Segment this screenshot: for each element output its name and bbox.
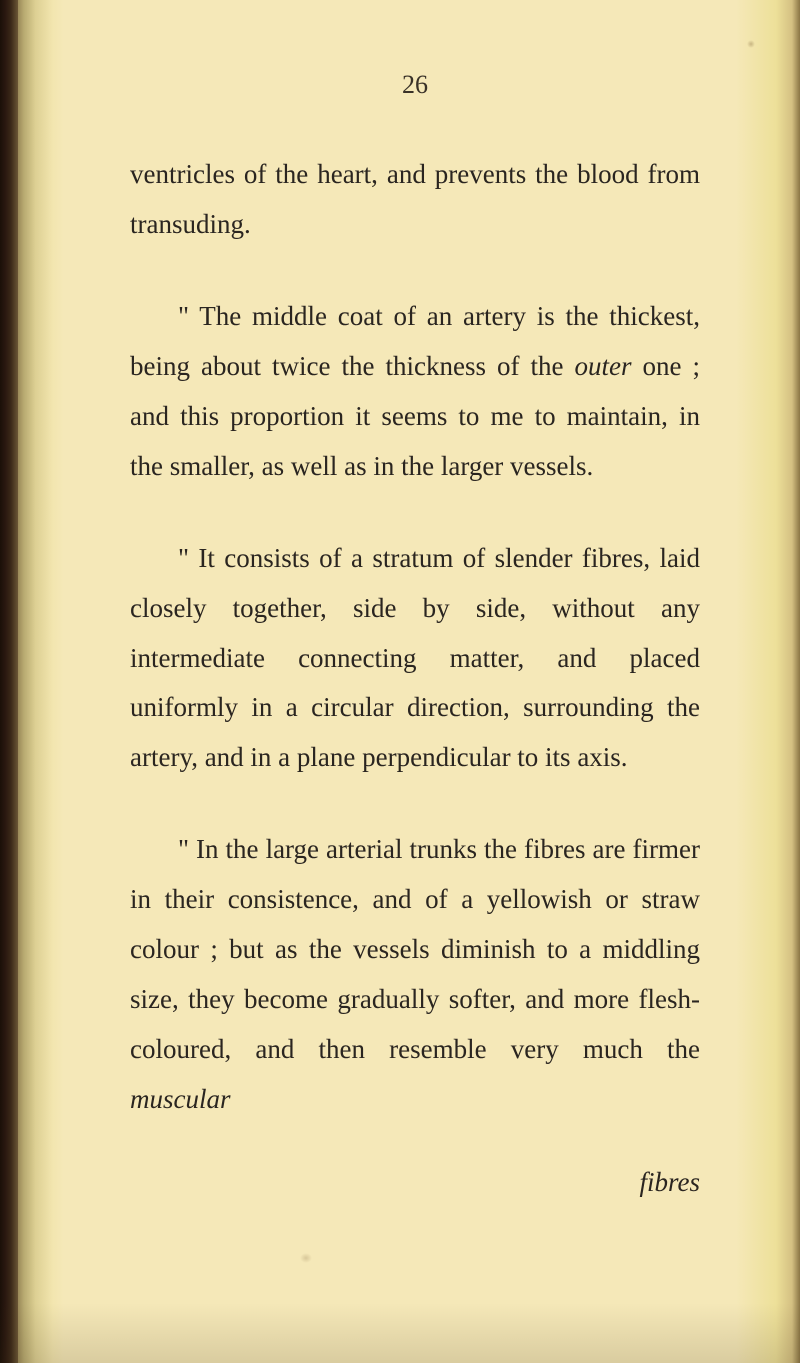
page-bottom-shadow bbox=[0, 1303, 800, 1363]
foxing-spot bbox=[300, 1253, 312, 1263]
catchword: fibres bbox=[130, 1167, 700, 1198]
page-container: 26 ventricles of the heart, and prevents… bbox=[0, 0, 800, 1363]
foxing-spot bbox=[747, 40, 755, 48]
binding-edge bbox=[0, 0, 18, 1363]
italic-text: muscular bbox=[130, 1084, 231, 1114]
paragraph-3: " It consists of a stratum of slender fi… bbox=[130, 534, 700, 784]
page-inner-shadow bbox=[18, 0, 53, 1363]
page-number: 26 bbox=[130, 70, 700, 100]
paragraph-2: " The middle coat of an artery is the th… bbox=[130, 292, 700, 492]
paragraph-1: ventricles of the heart, and prevents th… bbox=[130, 150, 700, 250]
body-text: " In the large arterial trunks the fibre… bbox=[130, 834, 700, 1064]
italic-text: outer bbox=[574, 351, 631, 381]
body-text: " It consists of a stratum of slender fi… bbox=[130, 543, 700, 773]
body-text: ventricles of the heart, and prevents th… bbox=[130, 159, 700, 239]
paragraph-4: " In the large arterial trunks the fibre… bbox=[130, 825, 700, 1125]
page-content: 26 ventricles of the heart, and prevents… bbox=[130, 70, 700, 1198]
